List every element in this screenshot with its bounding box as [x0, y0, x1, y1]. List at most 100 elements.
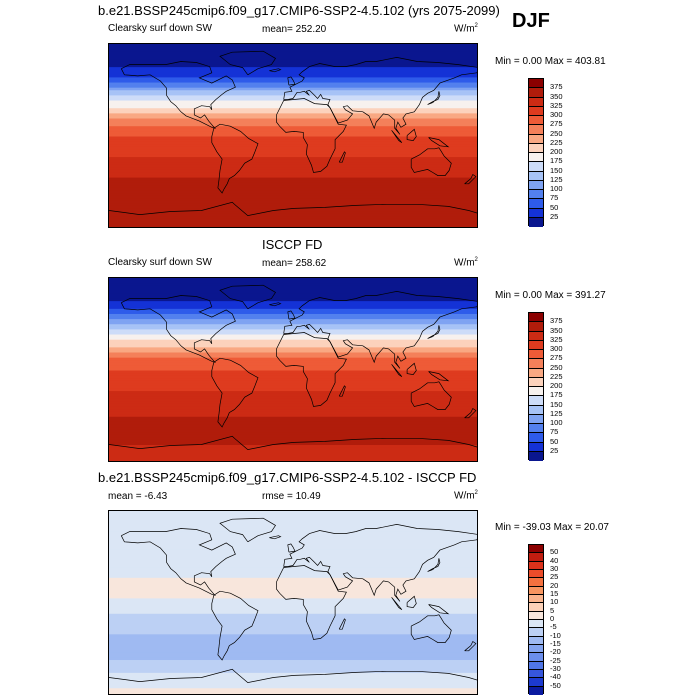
colorbar-cell: [529, 350, 543, 360]
field-band: [109, 582, 477, 587]
colorbar-cell: [529, 405, 543, 415]
field-band: [109, 611, 477, 615]
panel3-map: [108, 510, 478, 695]
panel2-left-label: Clearsky surf down SW: [108, 257, 212, 268]
colorbar-cell: [529, 162, 543, 172]
colorbar-cell: [529, 79, 543, 89]
field-band: [109, 313, 477, 318]
field-band: [109, 370, 477, 374]
coastline: [427, 91, 441, 105]
colorbar-label: 150: [550, 165, 563, 175]
field-band: [109, 575, 477, 579]
field-band: [109, 521, 477, 525]
field-band: [109, 434, 477, 438]
field-band: [109, 688, 477, 692]
field-band: [109, 616, 477, 620]
field-band: [109, 580, 477, 584]
colorbar-label: 200: [550, 147, 563, 156]
field-band: [109, 411, 477, 415]
field-band: [109, 175, 477, 179]
field-band: [109, 190, 477, 194]
coastline: [464, 173, 477, 185]
field-band: [109, 636, 477, 641]
field-band: [109, 164, 477, 168]
field-band: [109, 613, 477, 617]
field-band: [109, 64, 477, 68]
field-band: [109, 665, 477, 669]
field-band: [109, 59, 477, 63]
colorbar-cell: [529, 628, 543, 637]
field-band: [109, 652, 477, 656]
field-band: [109, 182, 477, 186]
coastline: [391, 597, 403, 610]
field-band: [109, 654, 477, 659]
coastline: [287, 76, 296, 86]
coastline: [109, 668, 477, 683]
field-band: [109, 624, 477, 628]
colorbar-cell: [529, 442, 543, 452]
colorbar-label: 25: [550, 572, 559, 582]
coastline: [109, 435, 477, 450]
field-band: [109, 416, 477, 420]
colorbar-cell: [529, 451, 543, 461]
coastline: [410, 381, 452, 410]
panel2-coastlines: [109, 284, 477, 450]
panel2-map: [108, 277, 478, 462]
field-band: [109, 631, 477, 635]
field-band: [109, 362, 477, 366]
panel1-colorbar: [528, 78, 544, 227]
field-band: [109, 378, 477, 382]
field-band: [109, 72, 477, 76]
coastline: [109, 201, 477, 216]
field-band: [109, 167, 477, 171]
colorbar-label: 30: [550, 564, 559, 573]
coastline: [406, 362, 417, 375]
colorbar-cell: [529, 586, 543, 595]
colorbar-label: 225: [550, 137, 563, 147]
field-band: [109, 295, 477, 300]
field-band: [109, 344, 477, 348]
field-band: [109, 95, 477, 99]
colorbar-cell: [529, 180, 543, 190]
coastline: [211, 357, 259, 428]
field-band: [109, 67, 477, 71]
coastline: [391, 364, 403, 377]
field-band: [109, 226, 477, 227]
panel3-coastlines: [109, 517, 477, 683]
coastline: [219, 517, 276, 543]
colorbar-cell: [529, 396, 543, 406]
colorbar-label: 200: [550, 381, 563, 390]
field-band: [109, 670, 477, 674]
field-band: [109, 108, 477, 112]
panel1-left-label: Clearsky surf down SW: [108, 23, 212, 34]
colorbar-label: 50: [550, 202, 559, 212]
colorbar-label: -50: [550, 680, 561, 690]
field-band: [109, 626, 477, 630]
field-band: [109, 516, 477, 520]
colorbar-cell: [529, 594, 543, 604]
colorbar-cell: [529, 424, 543, 434]
field-band: [109, 409, 477, 413]
season-label: DJF: [512, 10, 550, 32]
field-band: [109, 662, 477, 666]
field-band: [109, 388, 477, 392]
colorbar-cell: [529, 678, 543, 687]
colorbar-label: -25: [550, 655, 561, 665]
field-band: [109, 367, 477, 372]
colorbar-cell: [529, 208, 543, 218]
field-band: [109, 221, 477, 225]
field-band: [109, 590, 477, 594]
field-band: [109, 144, 477, 148]
field-band: [109, 528, 477, 533]
field-band: [109, 644, 477, 648]
field-band: [109, 355, 477, 359]
field-band: [109, 293, 477, 297]
colorbar-label: 175: [550, 390, 563, 400]
colorbar-label: 175: [550, 156, 563, 166]
field-band: [109, 680, 477, 684]
panel3-center-label: rmse = 10.49: [262, 491, 321, 502]
colorbar-label: -20: [550, 647, 561, 657]
colorbar-cell: [529, 359, 543, 369]
coastline: [428, 137, 450, 148]
field-band: [109, 324, 477, 328]
